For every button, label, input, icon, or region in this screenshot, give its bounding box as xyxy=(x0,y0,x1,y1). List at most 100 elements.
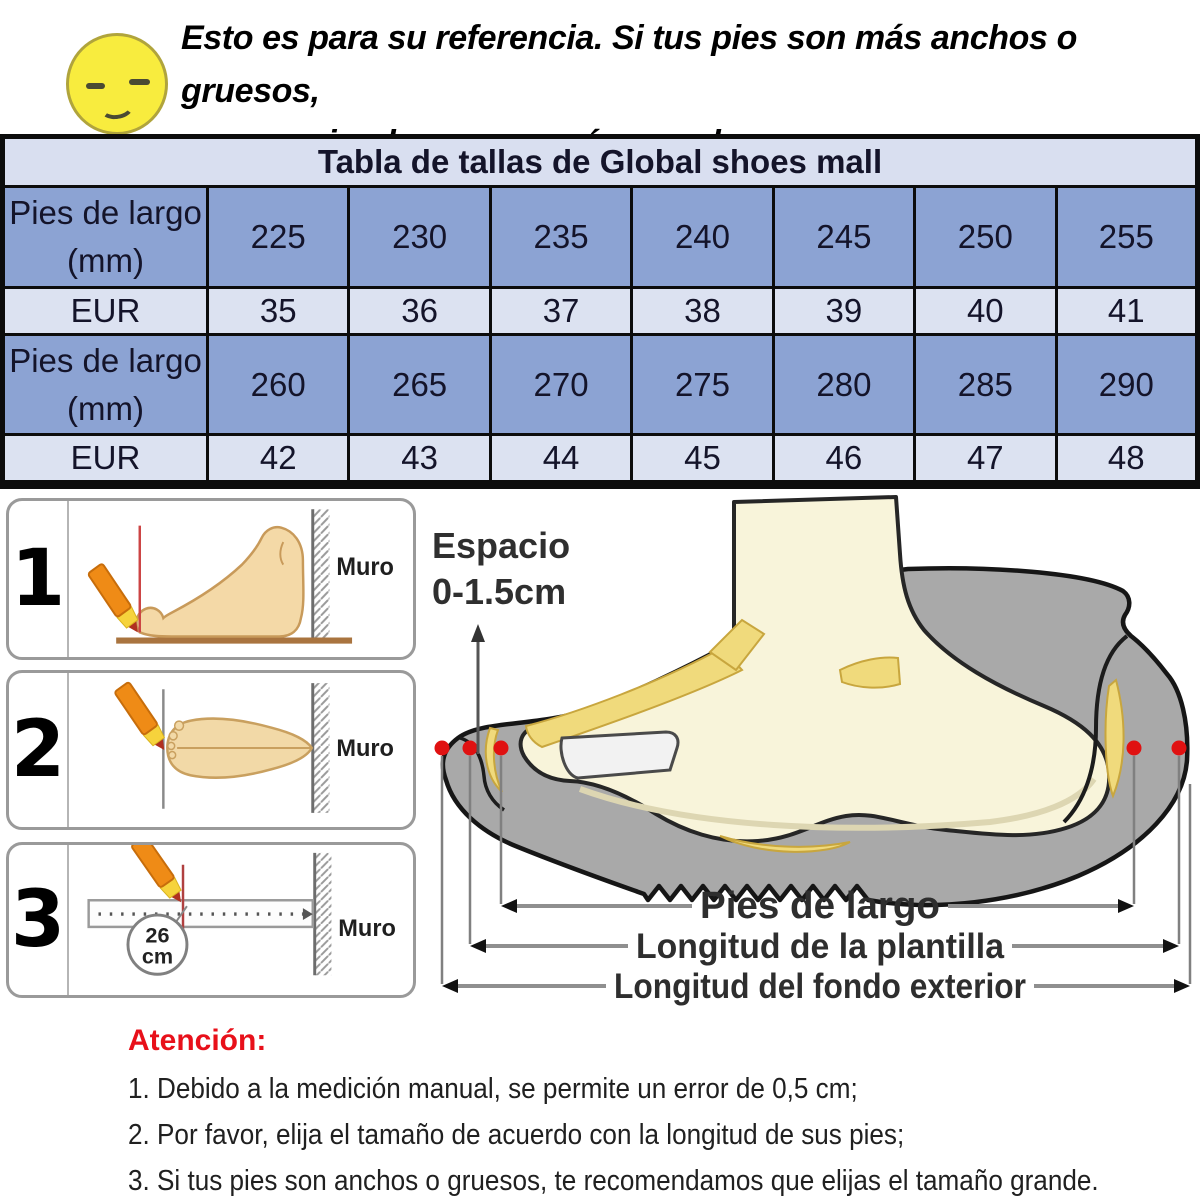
attention-item-1: 1. Debido a la medición manual, se permi… xyxy=(128,1073,858,1105)
foot-length-label: Pies de largo (mm) xyxy=(1,185,209,289)
reference-note-line1: Esto es para su referencia. Si tus pies … xyxy=(181,19,1077,110)
wall-label: Muro xyxy=(336,553,394,581)
instep-lining xyxy=(524,646,744,749)
attention-section: Atención: 1. Debido a la medición manual… xyxy=(128,1024,1178,1200)
foot-length-label: Pies de largo (mm) xyxy=(1,332,209,437)
foot-length-row-2: Pies de largo (mm) 260 265 270 275 280 2… xyxy=(1,332,1200,437)
measure-step-2-panel: 2 Muro xyxy=(6,670,416,830)
measure-line-insole-length: Longitud de la plantilla xyxy=(470,927,1179,966)
size-cell-mm: 275 xyxy=(630,332,775,437)
size-cell-mm: 230 xyxy=(347,185,492,289)
size-cell-eur: 40 xyxy=(913,285,1058,336)
size-cell-mm: 260 xyxy=(205,332,351,437)
toe-mark xyxy=(168,750,177,760)
size-cell-eur: 35 xyxy=(205,285,351,336)
smiley-eye-left xyxy=(86,83,105,89)
size-cell-mm: 245 xyxy=(771,185,917,289)
toe-mark xyxy=(173,720,185,732)
measure-step-1-panel: 1 Muro xyxy=(6,498,416,660)
foot-side-svg: Muro xyxy=(86,509,394,644)
ankle-line xyxy=(279,541,285,566)
attention-title: Atención: xyxy=(128,1024,267,1057)
heel-lining xyxy=(1104,678,1125,799)
measure-label: Pies de largo xyxy=(700,885,940,927)
step-number: 2 xyxy=(9,673,69,827)
size-cell-eur: 36 xyxy=(347,285,492,336)
throat-lining xyxy=(838,656,902,689)
wall-hatch-icon xyxy=(314,852,332,976)
size-cell-eur: 46 xyxy=(771,433,917,487)
size-cell-eur: 44 xyxy=(488,433,634,487)
pencil-icon xyxy=(129,845,190,909)
attention-item-2: 2. Por favor, elija el tamaño de acuerdo… xyxy=(128,1119,905,1151)
forefoot-lining xyxy=(719,835,851,853)
size-cell-mm: 255 xyxy=(1054,185,1200,289)
size-cell-mm: 240 xyxy=(630,185,775,289)
ruler-mark-value: 26 xyxy=(145,923,169,948)
footprint-illustration: Muro xyxy=(69,673,413,827)
toe-mark xyxy=(167,741,176,751)
ruler-illustration: 26 cm Muro xyxy=(69,845,413,995)
ruler-mark-unit: cm xyxy=(142,943,173,968)
size-cell-eur: 37 xyxy=(488,285,634,336)
tongue-lining xyxy=(708,618,766,672)
size-table-title: Tabla de tallas de Global shoes mall xyxy=(1,135,1199,188)
footprint-svg: Muro xyxy=(113,680,394,813)
size-cell-eur: 39 xyxy=(771,285,917,336)
ruler-svg: 26 cm Muro xyxy=(87,845,396,976)
size-cell-mm: 265 xyxy=(347,332,492,437)
eur-label: EUR xyxy=(1,433,209,487)
measure-line-outsole-length: Longitud del fondo exterior xyxy=(442,967,1190,1006)
insole-shading-line xyxy=(578,777,1097,831)
foot-side-shape xyxy=(135,525,305,638)
size-cell-eur: 45 xyxy=(630,433,775,487)
space-label-line1: Espacio xyxy=(432,525,570,566)
smiley-mouth xyxy=(97,91,136,122)
smiley-face-icon xyxy=(66,33,168,135)
step-number: 1 xyxy=(9,501,69,657)
size-cell-mm: 225 xyxy=(205,185,351,289)
foot-side-illustration: Muro xyxy=(69,501,413,657)
size-cell-eur: 41 xyxy=(1054,285,1200,336)
wall-label: Muro xyxy=(336,735,394,762)
size-cell-eur: 43 xyxy=(347,433,492,487)
size-cell-mm: 280 xyxy=(771,332,917,437)
smiley-eye-right xyxy=(129,79,150,85)
guide-lines xyxy=(440,756,1192,984)
size-cell-eur: 42 xyxy=(205,433,351,487)
eur-row-1: EUR 35 36 37 38 39 40 41 xyxy=(1,285,1200,336)
pencil-icon xyxy=(86,562,147,639)
shoe-cross-section-diagram: Espacio 0-1.5cm Pies de largo Longitud d… xyxy=(432,495,1192,1006)
measurement-callout-circle xyxy=(126,913,189,976)
foot-length-row-1: Pies de largo (mm) 225 230 235 240 245 2… xyxy=(1,185,1200,289)
size-cell-eur: 47 xyxy=(913,433,1058,487)
attention-item-3: 3. Si tus pies son anchos o gruesos, te … xyxy=(128,1165,1099,1197)
wall-hatch-icon xyxy=(312,509,330,643)
toe-box-shape xyxy=(559,730,680,780)
measure-point-dots xyxy=(434,740,1187,756)
size-cell-mm: 250 xyxy=(913,185,1058,289)
size-table: Tabla de tallas de Global shoes mall Pie… xyxy=(0,134,1200,490)
toe-mark xyxy=(168,731,178,741)
measure-line-foot-length: Pies de largo xyxy=(501,885,1134,927)
step-number: 3 xyxy=(9,845,69,995)
space-label-line2: 0-1.5cm xyxy=(432,571,566,612)
measure-label: Longitud de la plantilla xyxy=(636,927,1005,966)
size-cell-eur: 48 xyxy=(1054,433,1200,487)
space-arrow-head xyxy=(471,624,485,642)
measure-label: Longitud del fondo exterior xyxy=(614,967,1026,1006)
measure-step-3-panel: 3 26 cm Muro xyxy=(6,842,416,998)
size-cell-mm: 285 xyxy=(913,332,1058,437)
size-cell-mm: 290 xyxy=(1054,332,1200,437)
size-table-title-row: Tabla de tallas de Global shoes mall xyxy=(1,135,1199,188)
eur-row-2: EUR 42 43 44 45 46 47 48 xyxy=(1,433,1200,487)
ruler-arrow xyxy=(302,908,313,920)
eur-label: EUR xyxy=(1,285,209,336)
shoe-lining xyxy=(484,618,1125,853)
size-cell-mm: 270 xyxy=(488,332,634,437)
heel-inner-wall-line xyxy=(1062,634,1129,824)
wall-hatch-icon xyxy=(312,683,330,813)
size-cell-mm: 235 xyxy=(488,185,634,289)
size-cell-eur: 38 xyxy=(630,285,775,336)
